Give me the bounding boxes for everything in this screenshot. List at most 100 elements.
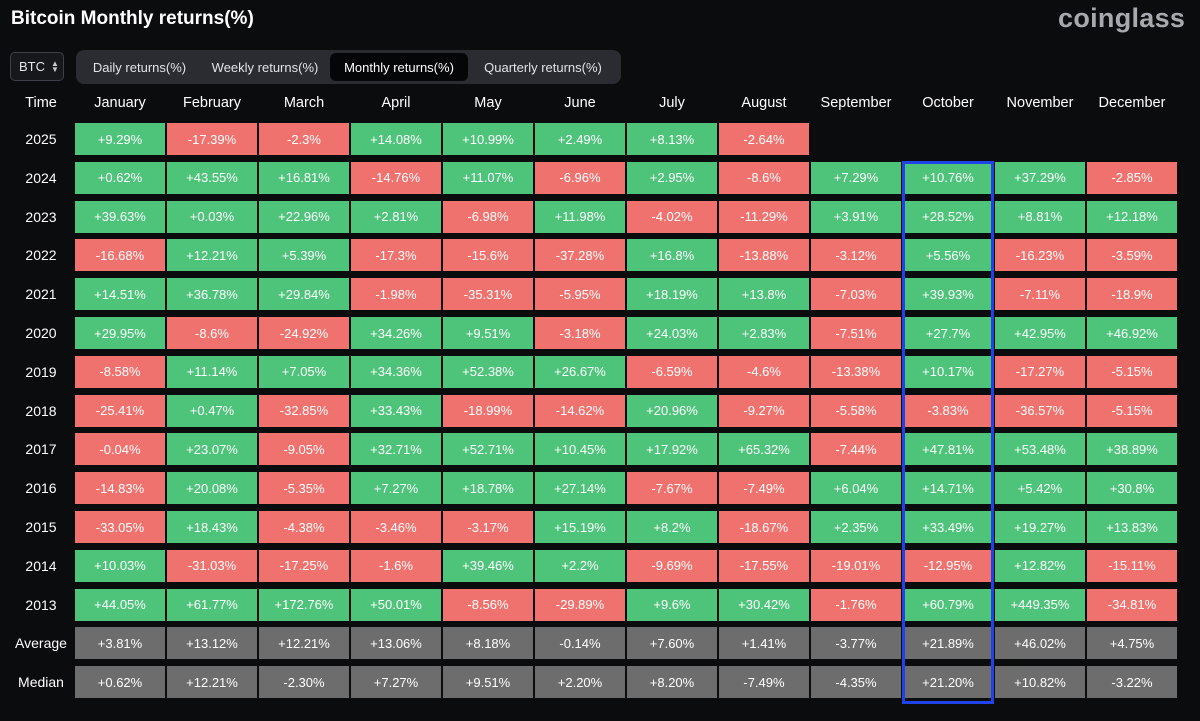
heatmap-cell: +20.96% [627, 394, 717, 427]
row-label-2019: 2019 [25, 363, 57, 380]
heatmap-cell: +46.92% [1087, 317, 1177, 349]
heatmap-cell: -11.29% [719, 200, 809, 233]
heatmap-cell: +8.81% [995, 200, 1085, 233]
heatmap-cell: -2.3% [259, 123, 349, 155]
heatmap-cell: -8.56% [443, 588, 533, 621]
heatmap-cell: -6.59% [627, 355, 717, 388]
heatmap-cell: -3.18% [535, 317, 625, 349]
heatmap-cell: +8.2% [627, 511, 717, 543]
heatmap-cell: +53.48% [995, 433, 1085, 466]
heatmap-cell: +2.35% [811, 511, 901, 543]
heatmap-cell: +2.81% [351, 200, 441, 233]
heatmap-cell: +36.78% [167, 278, 257, 311]
heatmap-cell: +13.06% [351, 627, 441, 660]
heatmap-cell: +5.56% [903, 239, 993, 272]
heatmap-cell: +6.04% [811, 472, 901, 505]
heatmap-cell: -8.6% [167, 317, 257, 349]
heatmap-cell: +8.20% [627, 666, 717, 699]
heatmap-cell: +0.47% [167, 394, 257, 427]
heatmap-cell: +24.03% [627, 317, 717, 349]
heatmap-cell: -5.35% [259, 472, 349, 505]
heatmap-cell: -9.69% [627, 549, 717, 582]
heatmap-cell: +10.99% [443, 123, 533, 155]
tab-weekly-returns[interactable]: Weekly returns(%) [211, 59, 319, 75]
heatmap-cell: +43.55% [167, 161, 257, 194]
heatmap-cell: -17.25% [259, 549, 349, 582]
column-header-july: July [659, 95, 685, 111]
heatmap-cell: +20.08% [167, 472, 257, 505]
heatmap-cell: +9.51% [443, 317, 533, 349]
heatmap-cell: -7.49% [719, 666, 809, 699]
heatmap-cell: +10.76% [903, 161, 993, 194]
heatmap-cell: -4.02% [627, 200, 717, 233]
heatmap-cell: +21.89% [903, 627, 993, 660]
heatmap-cell: -2.64% [719, 123, 809, 155]
heatmap-cell: +172.76% [259, 588, 349, 621]
heatmap-cell: +3.81% [75, 627, 165, 660]
heatmap-cell: -16.23% [995, 239, 1085, 272]
heatmap-cell: -32.85% [259, 394, 349, 427]
column-header-april: April [381, 95, 411, 111]
heatmap-cell: -19.01% [811, 549, 901, 582]
heatmap-cell: +21.20% [903, 666, 993, 699]
heatmap-cell: +2.95% [627, 161, 717, 194]
heatmap-cell: +50.01% [351, 588, 441, 621]
heatmap-cell: +10.17% [903, 355, 993, 388]
heatmap-cell: -3.17% [443, 511, 533, 543]
heatmap-cell: +12.82% [995, 549, 1085, 582]
row-label-2024: 2024 [25, 169, 57, 186]
heatmap-cell: +39.93% [903, 278, 993, 311]
heatmap-cell: +11.14% [167, 355, 257, 388]
heatmap-cell: +23.07% [167, 433, 257, 466]
heatmap-cell: +17.92% [627, 433, 717, 466]
heatmap-cell: -13.88% [719, 239, 809, 272]
heatmap-cell: +14.08% [351, 123, 441, 155]
heatmap-cell: +0.62% [75, 161, 165, 194]
heatmap-cell: +13.12% [167, 627, 257, 660]
heatmap-cell: -7.49% [719, 472, 809, 505]
column-header-october: October [922, 95, 974, 111]
up-down-chevron-icon: ▲ ▼ [51, 58, 59, 74]
heatmap-cell: +44.05% [75, 588, 165, 621]
heatmap-cell: +15.19% [535, 511, 625, 543]
heatmap-cell: +7.60% [627, 627, 717, 660]
column-header-february: February [182, 95, 242, 111]
heatmap-cell: +12.18% [1087, 200, 1177, 233]
heatmap-cell: +13.8% [719, 278, 809, 311]
heatmap-cell: -3.46% [351, 511, 441, 543]
heatmap-cell: -33.05% [75, 511, 165, 543]
heatmap-cell: -25.41% [75, 394, 165, 427]
row-label-2021: 2021 [25, 286, 57, 303]
heatmap-cell: -13.38% [811, 355, 901, 388]
heatmap-cell: +19.27% [995, 511, 1085, 543]
heatmap-cell: -18.99% [443, 394, 533, 427]
row-label-2023: 2023 [25, 208, 57, 225]
heatmap-cell: +29.95% [75, 317, 165, 349]
heatmap-cell: +10.03% [75, 549, 165, 582]
heatmap-cell: +28.52% [903, 200, 993, 233]
heatmap-cell: -31.03% [167, 549, 257, 582]
row-label-average: Average [15, 635, 67, 652]
heatmap-cell: -3.22% [1087, 666, 1177, 699]
heatmap-cell: +449.35% [995, 588, 1085, 621]
heatmap-cell: +2.83% [719, 317, 809, 349]
heatmap-cell: -16.68% [75, 239, 165, 272]
heatmap-cell: -7.67% [627, 472, 717, 505]
heatmap-cell: +42.95% [995, 317, 1085, 349]
heatmap-cell: -7.11% [995, 278, 1085, 311]
heatmap-cell: -1.6% [351, 549, 441, 582]
tab-quarterly-returns[interactable]: Quarterly returns(%) [484, 59, 602, 75]
heatmap-cell: +39.63% [75, 200, 165, 233]
heatmap-cell: -7.03% [811, 278, 901, 311]
asset-select[interactable]: BTC ▲ ▼ [10, 52, 64, 81]
heatmap-cell: +5.42% [995, 472, 1085, 505]
row-label-2015: 2015 [25, 519, 57, 535]
heatmap-cell: +4.75% [1087, 627, 1177, 660]
row-label-2017: 2017 [25, 441, 57, 458]
tab-monthly-returns[interactable]: Monthly returns(%) [330, 53, 468, 81]
heatmap-cell: -14.62% [535, 394, 625, 427]
tab-daily-returns[interactable]: Daily returns(%) [92, 59, 187, 75]
heatmap-cell: -1.98% [351, 278, 441, 311]
heatmap-cell: +7.05% [259, 355, 349, 388]
asset-select-value: BTC [19, 59, 45, 74]
